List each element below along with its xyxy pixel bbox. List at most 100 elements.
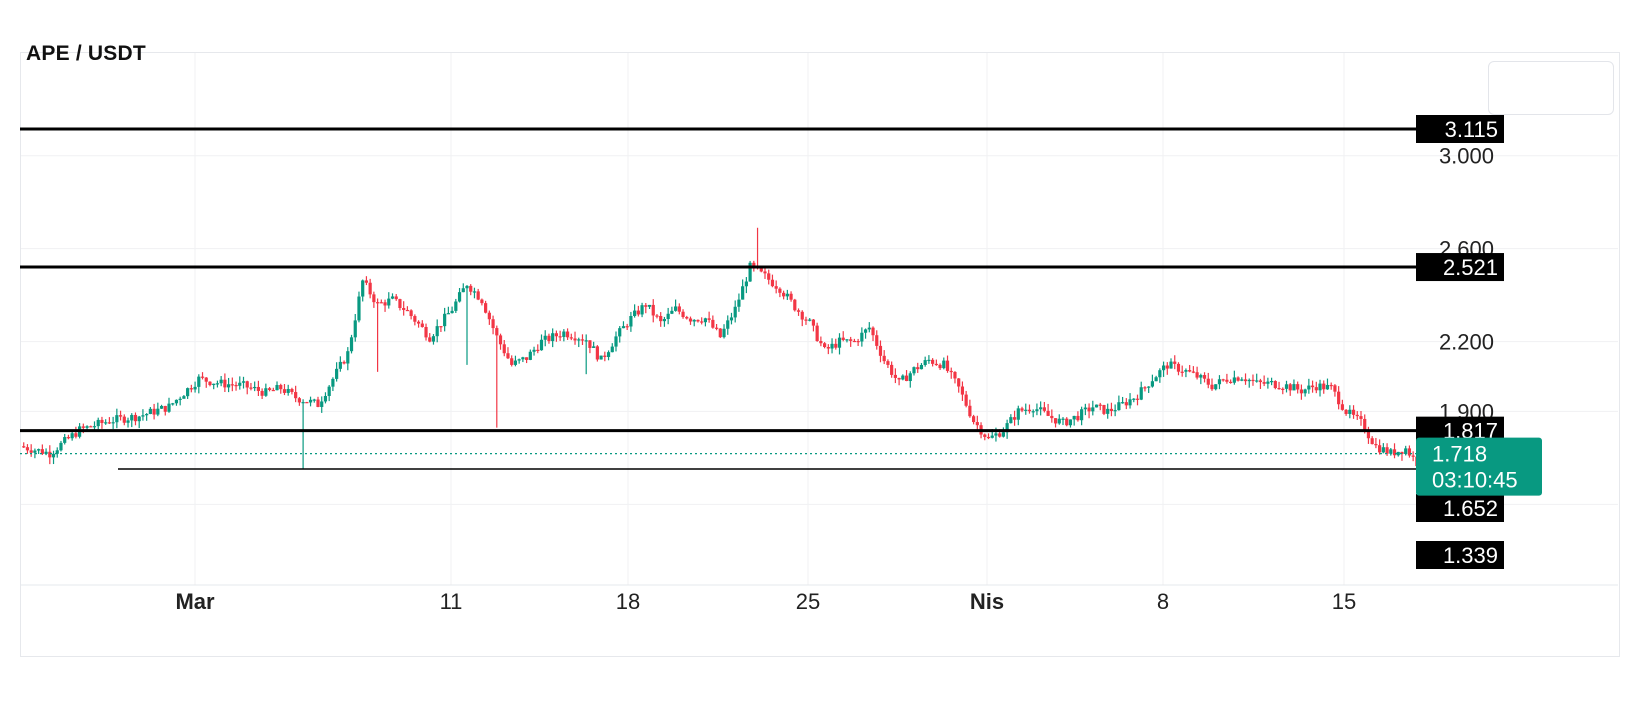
candle-body <box>785 293 789 297</box>
level-tag-text: 1.652 <box>1443 496 1498 521</box>
candle-body <box>1139 387 1143 400</box>
candle-body <box>1165 365 1169 369</box>
candle-body <box>25 447 30 451</box>
candle-body <box>767 273 771 280</box>
candle-body <box>1191 371 1195 373</box>
candle-body <box>1109 408 1114 412</box>
candle-body <box>51 453 56 458</box>
candle-body <box>595 346 599 360</box>
candle-body <box>260 390 264 396</box>
candle-body <box>1150 381 1154 387</box>
candle-body <box>316 399 320 407</box>
level-tag-1.339 <box>1416 541 1504 569</box>
candle-body <box>398 299 402 309</box>
candle-body <box>696 319 700 322</box>
candle-body <box>1340 404 1344 410</box>
candle-body <box>1411 455 1415 457</box>
candle-body <box>1322 383 1326 390</box>
candle-body <box>759 268 763 272</box>
candle-body <box>1404 448 1408 455</box>
candle-body <box>1135 398 1140 400</box>
candle-body <box>1027 409 1032 412</box>
candle-body <box>253 386 257 389</box>
candle-body <box>439 326 443 328</box>
candle-body <box>431 336 436 342</box>
candle-body <box>163 405 167 412</box>
candle-body <box>1400 451 1404 455</box>
candle-body <box>633 310 637 317</box>
candle-body <box>1292 384 1296 391</box>
candle-body <box>998 433 1002 437</box>
candle-body <box>59 442 63 451</box>
candle-body <box>1214 384 1218 390</box>
candle-body <box>1039 407 1043 410</box>
candle-body <box>1266 381 1270 384</box>
candle-body <box>945 360 950 371</box>
candle-body <box>711 319 715 328</box>
candle-body <box>487 312 491 320</box>
candle-body <box>584 340 588 342</box>
candle-body <box>990 435 994 438</box>
candle-body <box>748 262 752 282</box>
candle-body <box>554 333 558 337</box>
candle-body <box>230 384 234 386</box>
candle-body <box>234 385 238 387</box>
candle-body <box>1169 361 1173 369</box>
candle-body <box>174 399 179 404</box>
candle-body <box>435 326 439 337</box>
candle-body <box>804 319 808 321</box>
candle-body <box>1217 379 1222 385</box>
candle-body <box>1232 377 1236 383</box>
candle-body <box>402 308 406 310</box>
candle-body <box>1091 407 1095 412</box>
candle-body <box>510 358 514 365</box>
candle-body <box>741 286 745 300</box>
candle-body <box>1143 387 1147 389</box>
candle-body <box>636 310 640 315</box>
x-tick-label: Mar <box>175 589 215 614</box>
candle-body <box>443 313 447 327</box>
candle-body <box>346 351 350 364</box>
current-price-text: 1.718 <box>1432 442 1487 467</box>
candle-body <box>714 327 719 329</box>
candle-body <box>1001 432 1005 437</box>
candle-body <box>826 347 830 349</box>
candle-body <box>539 339 544 351</box>
candle-body <box>778 288 782 293</box>
candle-body <box>968 405 972 417</box>
candle-body <box>1296 384 1300 390</box>
candle-body <box>573 338 577 341</box>
candle-body <box>204 377 208 382</box>
candle-body <box>1240 379 1244 381</box>
candle-body <box>506 353 510 359</box>
candle-body <box>782 292 786 297</box>
candle-body <box>513 360 518 365</box>
candle-body <box>983 434 987 437</box>
candle-body <box>353 320 357 338</box>
candle-body <box>137 416 141 422</box>
candle-body <box>856 340 860 343</box>
candle-body <box>1124 402 1128 406</box>
candle-body <box>152 408 156 415</box>
candle-body <box>886 361 890 365</box>
candle-body <box>1184 370 1188 372</box>
candle-body <box>428 337 432 342</box>
candle-body <box>770 279 775 287</box>
candle-body <box>297 398 301 403</box>
candle-body <box>592 346 596 348</box>
candle-body <box>469 285 473 292</box>
candle-body <box>629 316 633 327</box>
candle-body <box>145 413 149 416</box>
candle-body <box>577 339 581 341</box>
candle-body <box>1072 415 1076 420</box>
candle-body <box>476 291 480 300</box>
candle-body <box>878 345 883 356</box>
x-tick-label: 11 <box>440 589 463 614</box>
candle-body <box>543 335 547 340</box>
candle-body <box>1080 409 1084 421</box>
candle-body <box>312 399 316 401</box>
candle-body <box>606 352 611 357</box>
candle-body <box>1359 416 1363 419</box>
candle-body <box>249 387 253 389</box>
